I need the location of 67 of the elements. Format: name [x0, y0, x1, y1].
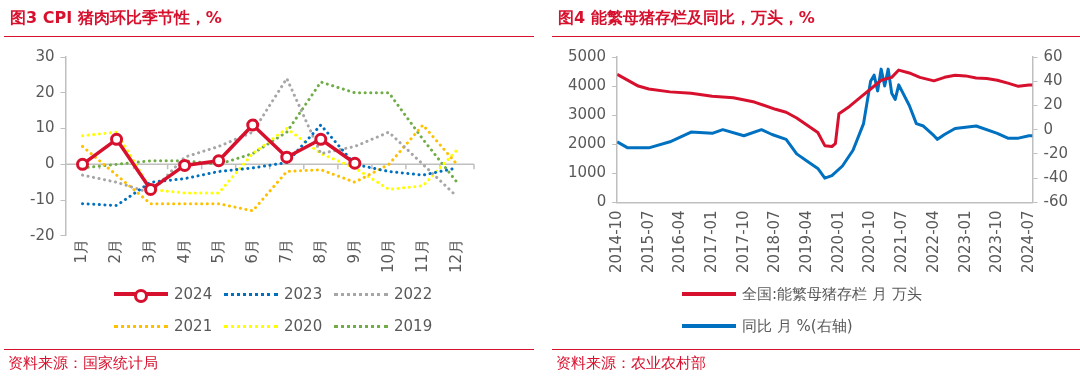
x-tick-label: 2015-07: [638, 210, 657, 274]
x-tick-label: 11月: [412, 238, 431, 274]
x-tick-label: 2019-04: [797, 210, 816, 274]
x-tick-label: 12月: [446, 238, 465, 274]
y-tick-label: 20: [35, 82, 55, 101]
x-tick-label: 1月: [72, 238, 91, 264]
x-tick-label: 2月: [106, 238, 125, 264]
y-tick-label: -20: [30, 225, 55, 244]
y-tick-label: 3000: [567, 105, 607, 124]
text: 资料来源：农业农村部: [556, 354, 706, 373]
point: [246, 118, 260, 132]
point: [110, 132, 124, 146]
y-tick-label: 0: [596, 192, 607, 211]
x-tick-label: 2023-01: [955, 210, 974, 274]
x-tick-label: 9月: [344, 238, 363, 264]
y-tick-label: 10: [35, 118, 55, 137]
text: 资料来源：国家统计局: [8, 354, 158, 373]
x-tick-label: 2017-01: [702, 210, 721, 274]
legend-label: 2022: [394, 285, 433, 303]
x-tick-label: 2020-01: [828, 210, 847, 274]
y2-tick-label: -20: [1043, 143, 1068, 162]
legend-label: 2021: [174, 317, 213, 335]
x-tick-label: 2022-04: [923, 210, 942, 274]
chart-title: 图4 能繁母猪存栏及同比，万头，%: [558, 8, 815, 29]
point: [348, 156, 362, 170]
legend-label: 同比 月 %(右轴): [742, 316, 853, 336]
point: [280, 150, 294, 164]
legend-label: 2020: [284, 317, 323, 335]
x-tick-label: 2023-10: [987, 210, 1006, 274]
y-tick-label: 4000: [567, 75, 607, 94]
legend-label: 全国:能繁母猪存栏 月 万头: [742, 284, 922, 304]
x-tick-label: 2017-10: [733, 210, 752, 274]
y2-tick-label: 0: [1043, 119, 1054, 138]
x-tick-label: 6月: [242, 238, 261, 264]
y-tick-label: 0: [44, 154, 55, 173]
y2-tick-label: 60: [1043, 46, 1063, 65]
legend-label: 2019: [394, 317, 433, 335]
chart-title: 图3 CPI 猪肉环比季节性，%: [10, 8, 222, 29]
x-tick-label: 2021-07: [892, 210, 911, 274]
point: [178, 158, 192, 172]
y-tick-label: 2000: [567, 134, 607, 153]
line-series: [81, 127, 459, 195]
y2-tick-label: -60: [1043, 192, 1068, 211]
x-tick-label: 2014-10: [607, 210, 626, 274]
y-tick-label: 30: [35, 46, 55, 65]
x-tick-label: 10月: [378, 238, 397, 274]
x-tick-label: 4月: [174, 238, 193, 264]
y2-tick-label: -40: [1043, 168, 1068, 186]
legend-label: 2024: [174, 285, 213, 303]
point: [314, 132, 328, 146]
x-tick-label: 2024-07: [1018, 210, 1037, 274]
y2-tick-label: 40: [1043, 71, 1063, 90]
y-tick-label: -10: [30, 190, 55, 209]
point: [212, 154, 226, 168]
y-tick-label: 1000: [567, 163, 607, 182]
x-tick-label: 7月: [276, 238, 295, 264]
x-tick-label: 2016-04: [670, 210, 689, 274]
point: [144, 182, 158, 196]
x-tick-label: 2020-10: [860, 210, 879, 274]
x-tick-label: 3月: [140, 238, 159, 264]
y2-tick-label: 20: [1043, 95, 1063, 114]
x-tick-label: 5月: [208, 238, 227, 264]
legend-label: 2023: [284, 285, 323, 303]
y-tick-label: 5000: [567, 46, 607, 65]
x-tick-label: 2018-07: [765, 210, 784, 274]
point: [76, 157, 90, 171]
x-tick-label: 8月: [310, 238, 329, 264]
